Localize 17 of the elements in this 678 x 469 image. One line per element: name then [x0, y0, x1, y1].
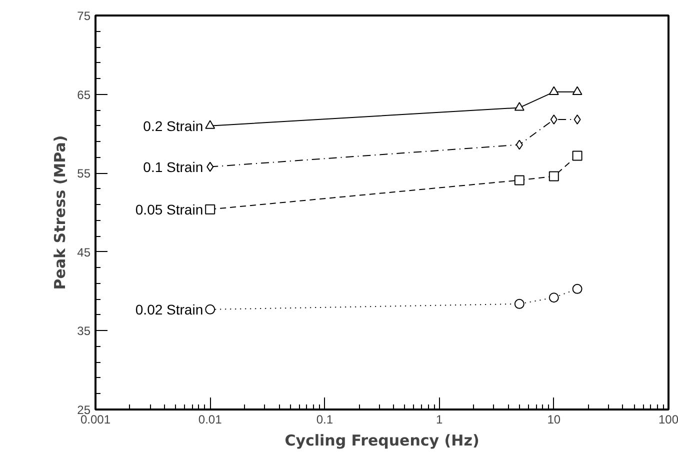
y-tick-label: 45	[77, 245, 91, 260]
series-label: 0.05 Strain	[135, 201, 204, 218]
y-tick-label: 65	[77, 88, 91, 102]
x-tick-label: 0.1	[316, 412, 334, 426]
y-tick-label: 55	[77, 166, 91, 181]
series-label: 0.1 Strain	[143, 158, 204, 175]
series-label: 0.2 Strain	[143, 118, 204, 134]
x-tick-label: 100	[658, 412, 678, 426]
x-tick-label: 0.001	[80, 412, 111, 426]
x-tick-label: 0.01	[198, 412, 222, 426]
x-tick-label: 1	[436, 412, 443, 426]
y-axis-title: Peak Stress (MPa)	[51, 135, 70, 290]
x-tick-label: 10	[547, 412, 561, 426]
y-tick-label: 75	[77, 9, 91, 23]
series-label: 0.02 Strain	[135, 301, 204, 318]
y-tick-label: 35	[77, 324, 91, 338]
x-axis-title: Cycling Frequency (Hz)	[284, 432, 480, 450]
